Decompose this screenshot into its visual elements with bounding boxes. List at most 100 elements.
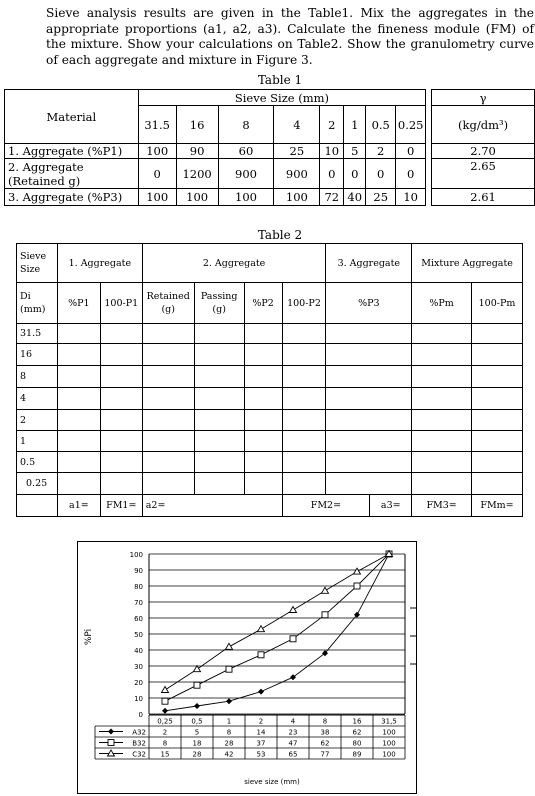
diamond-marker: [290, 674, 296, 681]
diamond-marker: [108, 728, 114, 735]
table1-size: 16: [175, 105, 219, 144]
table2-size-cell: 0.5: [16, 451, 58, 473]
table2-empty-cell: [56, 365, 101, 388]
table1-cell: 100: [137, 143, 177, 159]
table2-empty-cell: [325, 323, 413, 344]
y-tick-label: 60: [134, 615, 143, 623]
table2-empty-cell: [281, 323, 327, 344]
table-value: 23: [289, 729, 298, 737]
table-value: 8: [163, 740, 167, 748]
x-tick-label: 31,5: [381, 718, 397, 726]
y-tick-label: 40: [134, 647, 143, 655]
square-marker: [107, 739, 115, 746]
table2-empty-cell: [281, 472, 327, 495]
table2-a1-label: a1=: [56, 494, 101, 517]
table2-empty-cell: [193, 451, 245, 473]
table2-empty-cell: [56, 451, 101, 473]
y-axis-label: %Pi: [84, 629, 94, 645]
table1-cell: 0: [319, 158, 345, 189]
table-value: 15: [161, 751, 170, 759]
table1-sieve-header: Sieve Size (mm): [137, 89, 427, 106]
series-line-b32: [164, 553, 390, 702]
square-marker: [353, 582, 361, 590]
table2-empty-cell: [281, 343, 327, 366]
table2-empty-cell: [141, 451, 195, 473]
table1-cell: 10: [395, 188, 427, 206]
table2-empty-cell: [411, 472, 473, 495]
table1-cell: 10: [319, 143, 345, 159]
x-tick-label: 8: [323, 718, 327, 726]
table-series-name: C32: [132, 751, 146, 759]
table1-cell: 100: [137, 188, 177, 206]
table2-mm-header: (mm): [20, 304, 46, 315]
table-value: 28: [193, 751, 202, 759]
table2-size-cell: 8: [16, 365, 58, 388]
table-value: 42: [225, 751, 234, 759]
x-tick-label: 4: [291, 718, 296, 726]
table2-empty-cell: [193, 409, 245, 431]
table2-empty-cell: [471, 430, 523, 452]
x-tick-label: 1: [227, 718, 231, 726]
table2-p1-header: %P1: [56, 282, 101, 324]
table2-empty-cell: [471, 365, 523, 388]
table1-cell: 100: [273, 188, 321, 206]
table2-mix-header: Mixture Aggregate: [411, 243, 523, 283]
table1-cell: 2: [365, 143, 397, 159]
table-value: 100: [382, 751, 395, 759]
table2-empty-cell: [56, 472, 101, 495]
table2-empty-cell: [193, 387, 245, 410]
triangle-marker: [106, 749, 116, 757]
table2-empty-cell: [325, 430, 413, 452]
table-value: 65: [289, 751, 298, 759]
table2-a2-label: a2=: [141, 494, 283, 517]
table1-cell: 0: [395, 158, 427, 189]
triangle-marker: [256, 624, 266, 633]
table2-size-cell: 0.25: [16, 472, 58, 495]
y-tick-label: 20: [134, 679, 143, 687]
table2-empty-cell: [243, 430, 283, 452]
table2-100p2-header: 100-P2: [281, 282, 327, 324]
table2-fm3-label: FM3=: [411, 494, 473, 517]
table2-size-cell: 1: [16, 430, 58, 452]
table2-empty-cell: [325, 409, 413, 431]
table-value: 2: [163, 729, 167, 737]
table2-empty-cell: [281, 430, 327, 452]
triangle-marker: [320, 586, 330, 594]
table2-empty-cell: [141, 430, 195, 452]
table1-cell: 5: [343, 143, 367, 159]
x-axis-label: sieve size (mm): [244, 778, 300, 786]
table2-empty-cell: [141, 343, 195, 366]
table1-size: 1: [343, 105, 367, 144]
triangle-marker: [352, 567, 362, 575]
table1-cell: 90: [175, 143, 219, 159]
square-marker: [257, 651, 265, 659]
table2-agg1-header: 1. Aggregate: [56, 243, 143, 283]
table2-empty-cell: [411, 430, 473, 452]
table2-empty-cell: [99, 365, 143, 388]
diamond-marker: [226, 698, 232, 705]
table-value: 14: [257, 729, 266, 737]
y-tick-label: 70: [134, 599, 143, 607]
table-value: 38: [321, 729, 330, 737]
table2-empty-cell: [193, 430, 245, 452]
table2-pm-header: %Pm: [411, 282, 473, 324]
table1-row-label: 2. Aggregate (Retained g): [4, 158, 139, 189]
y-tick-label: 90: [134, 567, 143, 575]
table2-empty-cell: [99, 387, 143, 410]
table2-empty-cell: [471, 472, 523, 495]
table2-empty-cell: [325, 451, 413, 473]
table-value: 100: [382, 740, 395, 748]
x-tick-label: 16: [353, 718, 362, 726]
table2-empty-cell: [99, 409, 143, 431]
table-value: 5: [195, 729, 199, 737]
table-value: 62: [321, 740, 330, 748]
table-series-name: B32: [132, 740, 146, 748]
series-line-a32: [164, 553, 390, 712]
table2-empty-cell: [243, 409, 283, 431]
table1-cell: 1200: [175, 158, 219, 189]
table2-empty-cell: [193, 472, 245, 495]
table-series-name: A32: [132, 729, 146, 737]
table2-empty-cell: [99, 430, 143, 452]
table2-size-cell: 4: [16, 387, 58, 410]
square-marker: [289, 635, 297, 643]
